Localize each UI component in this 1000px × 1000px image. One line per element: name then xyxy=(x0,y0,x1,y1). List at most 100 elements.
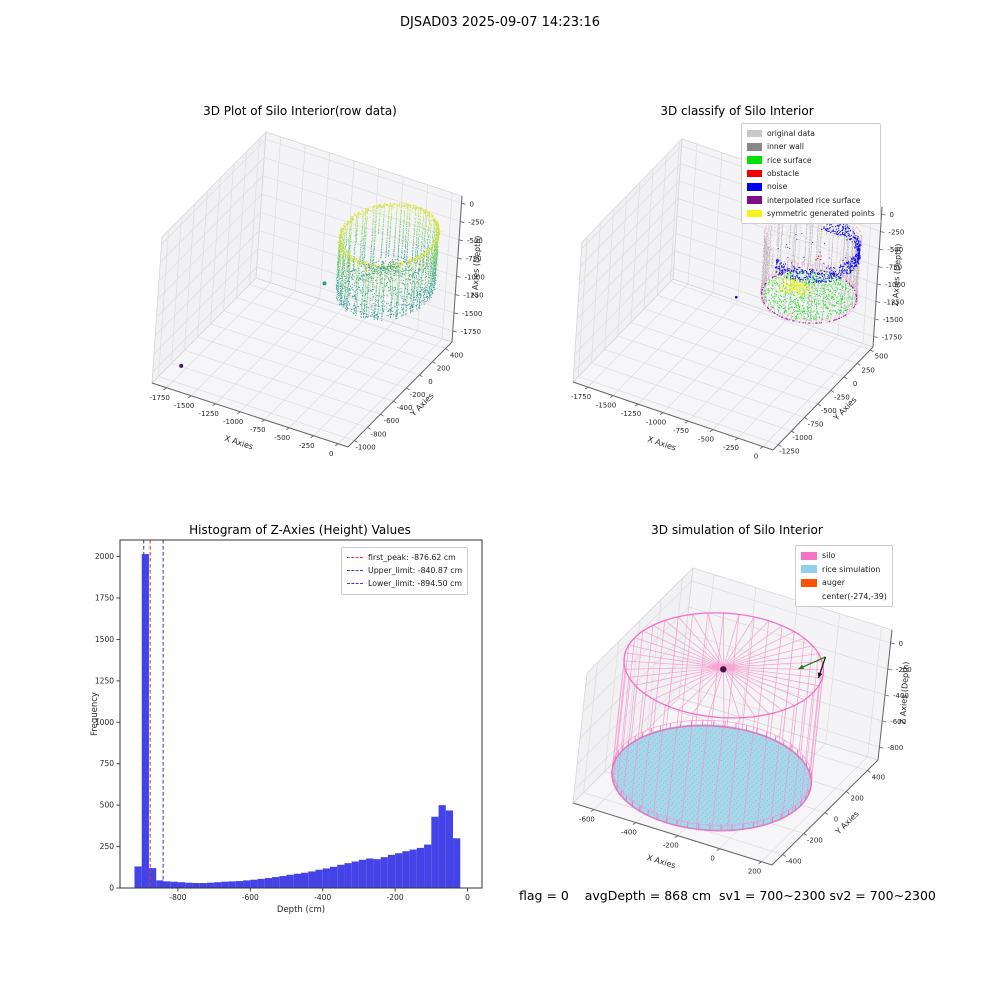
legend-label: original data xyxy=(767,129,815,139)
legend-item: symmetric generated points xyxy=(747,207,875,220)
legend-label: auger xyxy=(822,578,845,588)
tick-label: -1000 xyxy=(885,281,905,289)
legend-item: silo xyxy=(801,549,887,563)
tick-label: -600 xyxy=(242,893,259,902)
tick-label: 500 xyxy=(875,353,888,361)
histogram-bar xyxy=(221,881,229,888)
simulation-legend: silo rice simulation auger center(-274,-… xyxy=(795,545,893,607)
histogram-bar xyxy=(315,869,323,888)
tick-label: 400 xyxy=(872,774,885,782)
tick-label: -400 xyxy=(893,692,909,700)
histogram-plot: -800 -600 -400 -200 0 0 250 500 750 1000 1250 1500 1… xyxy=(90,539,483,915)
legend-label: noise xyxy=(767,182,788,192)
tick-label: -1000 xyxy=(355,443,375,451)
tick-label: 0 xyxy=(710,855,714,863)
tick-label: -400 xyxy=(397,404,413,412)
legend-item: inner wall xyxy=(747,140,875,153)
histogram-bar xyxy=(337,864,345,888)
tick-label: -250 xyxy=(834,393,850,401)
tick-label: 0 xyxy=(754,453,758,461)
tick-label: 1500 xyxy=(95,635,114,644)
tick-label: -750 xyxy=(886,264,902,272)
histogram-bar xyxy=(206,882,215,888)
tick-label: -500 xyxy=(274,434,290,442)
tick-label: -1750 xyxy=(150,394,170,402)
tick-label: -1500 xyxy=(883,316,903,324)
legend-label: inner wall xyxy=(767,142,805,152)
tick-label: 200 xyxy=(748,868,761,876)
legend-swatch xyxy=(747,183,762,191)
tick-label: Z Axies (Depth) xyxy=(891,243,903,306)
histogram-bar xyxy=(308,871,316,888)
tick-label: -500 xyxy=(467,237,483,245)
tick-label: -250 xyxy=(888,229,904,237)
histogram-bar xyxy=(293,873,301,888)
tick-label: -600 xyxy=(890,718,906,726)
tick-label: -1500 xyxy=(174,402,194,410)
legend-item: rice surface xyxy=(747,154,875,167)
legend-swatch xyxy=(747,156,762,164)
histogram-bar xyxy=(351,861,359,888)
tick-label: -1750 xyxy=(461,328,481,336)
tick-label: Depth (cm) xyxy=(277,905,325,915)
histogram-bar xyxy=(279,876,287,888)
legend-label: silo xyxy=(822,551,836,561)
legend-item: interpolated rice surface xyxy=(747,193,875,206)
legend-label: center(-274,-39) xyxy=(822,591,887,601)
tick-label: X Axies xyxy=(223,434,254,452)
legend-label: Lower_limit: -894.50 cm xyxy=(368,579,462,589)
tick-label: 0 xyxy=(890,211,894,219)
tick-label: -500 xyxy=(698,436,714,444)
legend-item: center(-274,-39) xyxy=(801,590,887,604)
tick-label: -250 xyxy=(299,442,315,450)
histogram-bar xyxy=(445,810,454,888)
tick-label: 0 xyxy=(109,884,114,893)
tick-label: -750 xyxy=(673,427,689,435)
tick-label: 0 xyxy=(465,893,470,902)
tick-label: 500 xyxy=(100,801,115,810)
dashed-line-swatch xyxy=(347,557,363,559)
histogram-bar xyxy=(409,849,417,888)
tick-label: -800 xyxy=(371,430,387,438)
histogram-bar xyxy=(185,882,193,888)
legend-item: noise xyxy=(747,180,875,193)
histogram-bar xyxy=(250,879,258,888)
histogram-bar xyxy=(387,854,396,888)
tick-label: -250 xyxy=(723,444,739,452)
histogram-bar xyxy=(199,883,207,888)
histogram-bar xyxy=(134,866,142,888)
legend-label: Upper_limit: -840.87 cm xyxy=(368,566,463,576)
tick-label: -600 xyxy=(384,417,400,425)
orientation-arrowhead xyxy=(798,664,805,670)
tick-label: -400 xyxy=(786,858,802,866)
classify-plot-title: 3D classify of Silo Interior xyxy=(660,104,814,118)
legend-label: symmetric generated points xyxy=(767,208,875,218)
legend-swatch xyxy=(801,551,817,560)
tick-label: 750 xyxy=(100,759,115,768)
histogram-bar xyxy=(329,866,338,888)
tick-label: -750 xyxy=(466,255,482,263)
tick-label: -1000 xyxy=(465,273,485,281)
tick-label: -750 xyxy=(250,426,266,434)
tick-label: 2000 xyxy=(95,552,114,561)
histogram-bar xyxy=(344,863,352,888)
tick-label: -1500 xyxy=(462,310,482,318)
tick-label: -1250 xyxy=(463,292,483,300)
simulation-plot-3d: -600 -400 -200 0 200 -400 -200 0 200 400 0 -200 -400… xyxy=(572,566,912,876)
dashed-line-swatch xyxy=(347,570,363,572)
legend-item: rice simulation xyxy=(801,563,887,577)
outlier-point xyxy=(179,363,184,368)
histogram-bar xyxy=(192,883,200,888)
histogram-bar xyxy=(402,851,410,888)
histogram-bar xyxy=(395,853,403,888)
tick-label: -400 xyxy=(314,893,331,902)
tick-label: 0 xyxy=(329,450,333,458)
histogram-bar xyxy=(235,881,244,888)
tick-label: 200 xyxy=(851,795,864,803)
tick-label: -500 xyxy=(887,246,903,254)
tick-label: -1000 xyxy=(646,419,666,427)
histogram-bar xyxy=(177,882,186,888)
tick-label: 1750 xyxy=(95,594,114,603)
histogram-bar xyxy=(301,872,309,888)
